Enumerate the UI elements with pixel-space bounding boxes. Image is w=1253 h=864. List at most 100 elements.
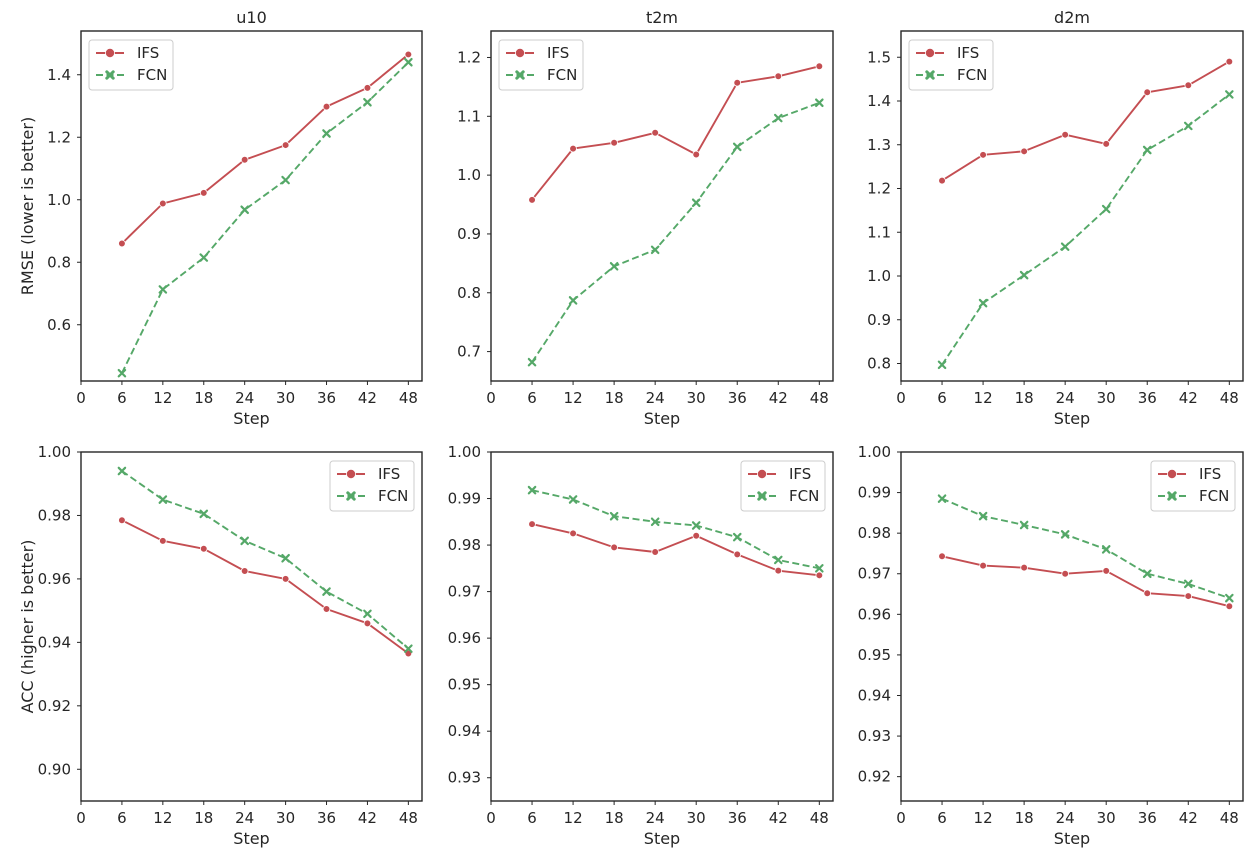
data-point-ifs (938, 176, 946, 185)
plot-frame (900, 30, 1244, 382)
plot-frame (490, 30, 834, 382)
y-tick-label: 1.4 (867, 92, 891, 110)
legend-marker-fcn (757, 491, 767, 501)
x-tick-label: 30 (276, 389, 295, 407)
x-tick-label: 24 (235, 389, 254, 407)
y-axis-label: RMSE (lower is better) (18, 117, 37, 295)
legend: IFS FCN (88, 39, 174, 91)
legend-entry-fcn: FCN (1158, 487, 1229, 505)
x-tick-label: 6 (527, 809, 537, 827)
data-point-fcn (773, 113, 783, 123)
legend-entry-ifs: IFS (337, 465, 400, 483)
data-point-ifs (651, 548, 659, 556)
x-tick-label: 24 (235, 809, 254, 827)
data-point-ifs (528, 520, 536, 528)
data-point-fcn (978, 511, 988, 521)
x-axis-label: Step (1054, 409, 1090, 428)
y-tick-label: 0.92 (38, 697, 71, 715)
data-point-fcn (815, 564, 824, 573)
y-tick-label: 0.7 (457, 343, 481, 361)
y-tick-label: 0.92 (858, 768, 891, 786)
x-tick-label: 12 (974, 809, 993, 827)
data-point-ifs (979, 151, 987, 159)
data-point-fcn (199, 509, 209, 519)
data-point-ifs (979, 561, 987, 570)
series-line-fcn (121, 61, 410, 374)
series-ifs (528, 62, 824, 204)
legend-entry-fcn: FCN (748, 487, 819, 505)
x-tick-label: 36 (1138, 389, 1157, 407)
y-tick-label: 0.96 (448, 629, 481, 647)
data-point-fcn (937, 360, 947, 370)
legend-label-fcn: FCN (378, 487, 408, 505)
data-point-ifs (1020, 563, 1028, 572)
x-tick-label: 6 (527, 389, 537, 407)
series-fcn (937, 90, 1234, 370)
data-point-fcn (1060, 530, 1070, 539)
x-tick-label: 36 (317, 389, 336, 407)
data-point-ifs (1184, 81, 1193, 90)
y-tick-label: 0.6 (47, 316, 71, 334)
y-tick-label: 1.1 (867, 223, 891, 241)
x-tick-label: 0 (486, 809, 496, 827)
data-point-ifs (1225, 57, 1234, 66)
data-point-fcn (650, 517, 660, 527)
data-point-fcn (1019, 520, 1029, 530)
legend-label-ifs: IFS (378, 465, 400, 483)
y-tick-label: 0.8 (47, 253, 71, 271)
y-tick-label: 0.99 (448, 490, 481, 508)
data-point-fcn (527, 485, 537, 495)
series-ifs (938, 57, 1234, 185)
data-point-ifs (240, 155, 249, 164)
data-point-ifs (404, 50, 413, 59)
data-point-fcn (691, 521, 701, 530)
data-point-fcn (1225, 90, 1234, 99)
legend: IFS FCN (498, 39, 584, 91)
x-axis-label: Step (233, 409, 269, 428)
x-tick-label: 24 (1056, 809, 1075, 827)
data-point-fcn (691, 198, 701, 208)
legend-label-ifs: IFS (547, 44, 569, 62)
x-tick-label: 48 (399, 389, 418, 407)
x-tick-label: 48 (1220, 809, 1239, 827)
legend-marker-ifs (1167, 468, 1178, 479)
x-axis-label: Step (1054, 829, 1090, 848)
data-point-ifs (733, 78, 742, 87)
data-point-ifs (528, 196, 536, 204)
data-point-ifs (363, 84, 372, 92)
data-point-ifs (815, 571, 824, 580)
data-point-fcn (322, 587, 331, 596)
y-tick-label: 0.9 (457, 225, 481, 243)
y-tick-label: 0.94 (38, 633, 71, 651)
data-point-ifs (692, 150, 700, 159)
plot-frame (80, 30, 423, 382)
legend: IFS FCN (908, 39, 994, 91)
x-tick-label: 30 (1097, 389, 1116, 407)
data-point-ifs (1020, 147, 1028, 156)
data-point-ifs (610, 543, 618, 552)
legend-label-fcn: FCN (1199, 487, 1229, 505)
series-line-fcn (941, 93, 1230, 366)
data-point-ifs (1102, 567, 1110, 575)
y-tick-label: 1.0 (867, 267, 891, 285)
x-tick-label: 30 (276, 809, 295, 827)
x-tick-label: 0 (896, 809, 906, 827)
series-ifs (118, 516, 413, 658)
x-tick-label: 42 (769, 809, 788, 827)
data-point-fcn (568, 495, 578, 504)
data-point-fcn (1019, 270, 1029, 280)
plot-frame (490, 451, 834, 802)
y-tick-label: 1.00 (858, 443, 891, 461)
data-point-ifs (322, 102, 331, 111)
legend-label-ifs: IFS (789, 465, 811, 483)
data-point-fcn (527, 357, 537, 367)
legend-label-ifs: IFS (1199, 465, 1221, 483)
panel-title: u10 (236, 8, 267, 27)
x-tick-label: 0 (76, 389, 86, 407)
y-axis-label: ACC (higher is better) (18, 540, 37, 714)
data-point-fcn (363, 97, 372, 107)
x-tick-label: 48 (810, 809, 829, 827)
legend-label-fcn: FCN (137, 66, 167, 84)
y-tick-label: 0.94 (448, 722, 481, 740)
